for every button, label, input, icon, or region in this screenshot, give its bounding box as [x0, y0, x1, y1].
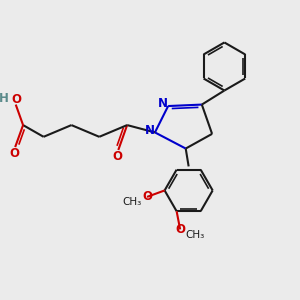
Text: N: N — [145, 124, 155, 136]
Text: CH₃: CH₃ — [122, 197, 141, 207]
Text: O: O — [142, 190, 152, 203]
Text: O: O — [113, 150, 123, 163]
Text: N: N — [158, 97, 168, 110]
Text: CH₃: CH₃ — [186, 230, 205, 240]
Text: H: H — [0, 92, 8, 105]
Text: O: O — [11, 93, 21, 106]
Text: O: O — [175, 223, 185, 236]
Text: O: O — [10, 147, 20, 160]
